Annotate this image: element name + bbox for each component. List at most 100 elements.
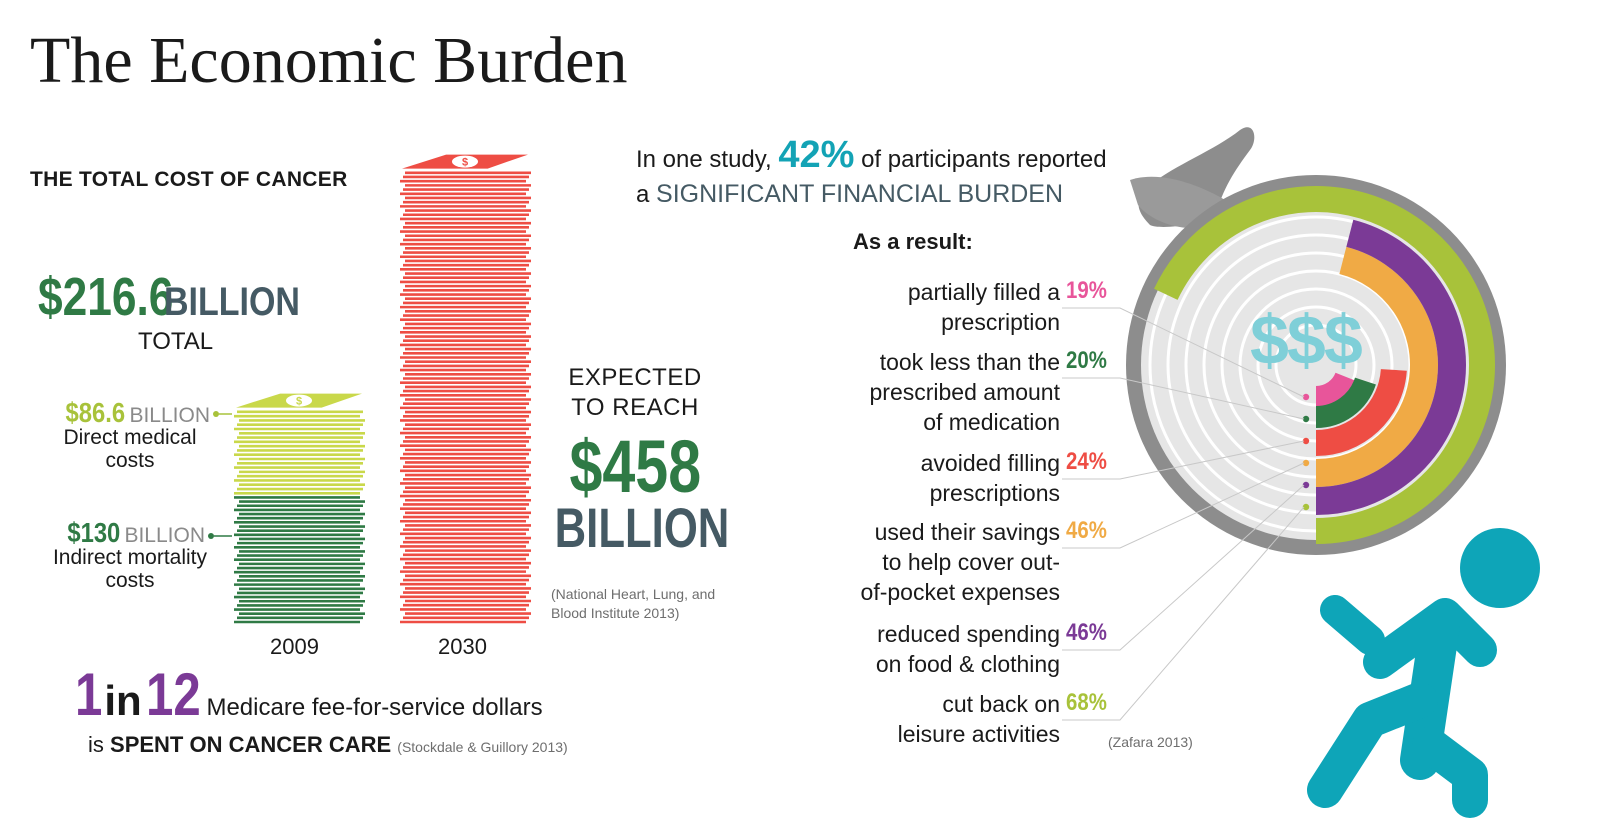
total-amount-row: $216.6 BILLION	[38, 270, 324, 324]
expected-line2: TO REACH	[571, 394, 699, 421]
ring-arc-3	[1315, 246, 1438, 487]
leader-line-1	[1062, 377, 1305, 420]
result-pct: 46%	[1066, 517, 1107, 544]
study-line1: In one study, 42% of participants report…	[636, 127, 1107, 184]
ring-dot-1	[1302, 415, 1310, 423]
result-pct: 19%	[1066, 277, 1107, 304]
result-pct: 24%	[1066, 448, 1107, 475]
ring-arc-4	[1315, 219, 1466, 515]
stack-2030: $	[400, 154, 531, 624]
result-label-line1: used their savings	[874, 519, 1060, 545]
result-label: cut back on leisure activities	[760, 690, 1060, 750]
expected-line1: EXPECTED	[568, 364, 702, 391]
result-label-line1: partially filled a	[907, 279, 1060, 305]
direct-amount-row: $86.6 BILLION	[20, 399, 210, 427]
projected-amount: $458	[569, 425, 701, 508]
leader-line-0	[1062, 307, 1305, 398]
medicare-line2-bold: SPENT ON CANCER CARE	[110, 732, 392, 757]
dollar-coin-icon	[452, 155, 478, 168]
year-2030-label: 2030	[438, 634, 487, 659]
indirect-amount: $130	[67, 517, 120, 548]
result-item: cut back on leisure activities 68%	[760, 689, 1107, 750]
result-label-line2: prescription	[941, 308, 1060, 335]
study-line2-prefix: a	[636, 181, 650, 208]
medicare-twelve: 12	[145, 661, 201, 728]
dollar-sign-icon: $	[296, 396, 302, 408]
result-label-line2: leisure activities	[897, 720, 1060, 747]
total-cost-heading: THE TOTAL COST OF CANCER	[30, 168, 348, 191]
result-label: took less than the prescribed amount of me…	[760, 348, 1061, 438]
indirect-label-line2: costs	[105, 568, 155, 592]
result-label-line1: cut back on	[942, 691, 1060, 717]
radial-bars	[1148, 186, 1495, 544]
medicare-row: 1in12 Medicare fee-for-service dollars	[75, 665, 543, 725]
page-title: The Economic Burden	[30, 24, 628, 97]
study-line2: a SIGNIFICANT FINANCIAL BURDEN	[636, 176, 1063, 214]
ring-arc-5	[1154, 186, 1495, 544]
direct-unit: BILLION	[129, 404, 210, 427]
medicare-line2: is SPENT ON CANCER CARE (Stockdale & Gui…	[88, 732, 568, 758]
ring-arc-0	[1315, 372, 1356, 408]
ring-dot-5	[1302, 503, 1310, 511]
total-amount: $216.6	[38, 267, 174, 327]
leader-lines	[1062, 307, 1305, 721]
stack-2009: $	[234, 393, 365, 624]
result-label: reduced spending on food & clothing	[760, 620, 1060, 680]
result-label-line3: of medication	[923, 408, 1060, 435]
result-label: used their savings to help cover out-of-p…	[760, 518, 1060, 608]
result-item: took less than the prescribed amount of me…	[760, 347, 1107, 438]
leader-line-2	[1062, 440, 1305, 480]
result-label-line1: took less than the	[879, 349, 1060, 375]
dollar-coin-icon	[286, 394, 312, 407]
study-prefix: In one study,	[636, 146, 772, 173]
result-label-line2: to help cover out-	[882, 548, 1060, 575]
nhlbi-citation-line2: Blood Institute 2013)	[551, 604, 680, 621]
total-label: TOTAL	[138, 328, 214, 355]
ring-dot-2	[1302, 437, 1310, 445]
result-pct: 20%	[1066, 347, 1107, 374]
indirect-label-line1: Indirect mortality	[52, 546, 208, 569]
total-unit: BILLION	[163, 280, 300, 324]
projected-unit: BILLION	[554, 496, 730, 559]
nhlbi-citation: (National Heart, Lung, and Blood Institu…	[551, 585, 715, 623]
indirect-label: Indirect mortality costs	[30, 546, 230, 592]
year-2009-label: 2009	[270, 634, 319, 659]
result-item: partially filled a prescription 19%	[760, 277, 1107, 338]
result-label-line1: avoided filling	[920, 450, 1060, 476]
result-label-line2: prescriptions	[929, 479, 1060, 506]
as-result-label: As a result:	[853, 229, 973, 254]
result-pct: 68%	[1066, 689, 1107, 716]
ring-arc-1	[1315, 377, 1376, 428]
result-label-line3: of-pocket expenses	[860, 578, 1060, 605]
zafara-citation: (Zafara 2013)	[1108, 734, 1193, 750]
dollar-sign-icon: $$$	[1250, 301, 1363, 379]
leader-line-3	[1062, 462, 1305, 549]
study-pct: 42%	[778, 134, 855, 176]
result-item: avoided filling prescriptions 24%	[760, 448, 1107, 509]
result-pct: 46%	[1066, 619, 1107, 646]
radial-dots	[1302, 393, 1310, 511]
medicare-one: 1	[75, 661, 103, 728]
result-item: used their savings to help cover out-of-p…	[760, 517, 1107, 608]
study-line2-emph: SIGNIFICANT FINANCIAL BURDEN	[656, 180, 1064, 208]
direct-label: Direct medical costs	[40, 426, 220, 472]
medicare-line2-prefix: is	[88, 732, 104, 757]
ring-dot-4	[1302, 481, 1310, 489]
study-suffix: of participants reported	[861, 146, 1107, 173]
result-label-line2: on food & clothing	[875, 650, 1060, 677]
projected-amount-block: $458 BILLION	[530, 430, 740, 556]
leader-line-5	[1062, 506, 1305, 721]
ring-dot-3	[1302, 459, 1310, 467]
expected-text: EXPECTED TO REACH	[545, 363, 725, 423]
ring-dot-0	[1302, 393, 1310, 401]
result-label: partially filled a prescription	[760, 278, 1060, 338]
leader-line-4	[1062, 484, 1305, 651]
result-item: reduced spending on food & clothing 46%	[760, 619, 1107, 680]
nhlbi-citation-line1: (National Heart, Lung, and	[551, 586, 716, 602]
indirect-amount-row: $130 BILLION	[20, 519, 205, 547]
person-icon	[1307, 528, 1540, 818]
direct-label-line2: costs	[105, 448, 155, 472]
indirect-unit: BILLION	[124, 524, 205, 547]
result-label: avoided filling prescriptions	[760, 449, 1060, 509]
direct-amount: $86.6	[65, 397, 125, 428]
